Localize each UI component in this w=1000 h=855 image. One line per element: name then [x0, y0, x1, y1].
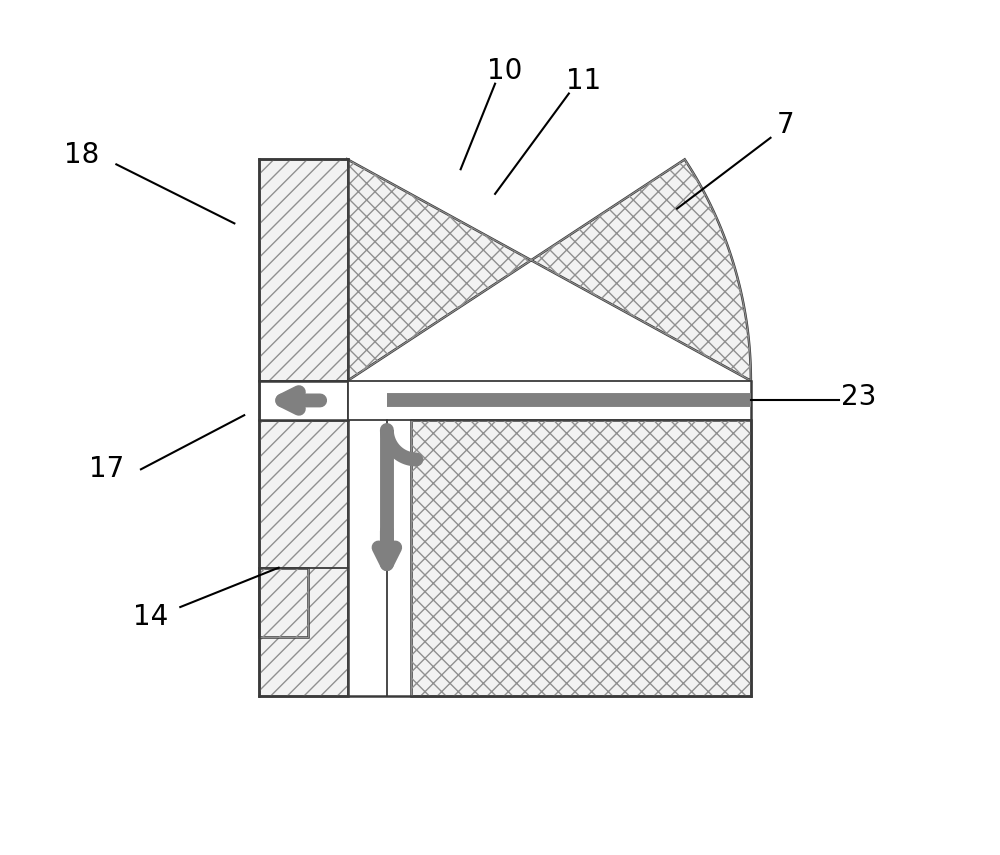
- Polygon shape: [259, 380, 348, 420]
- Polygon shape: [259, 159, 348, 380]
- Polygon shape: [259, 568, 308, 637]
- Text: 18: 18: [64, 140, 100, 168]
- Polygon shape: [348, 380, 751, 420]
- Polygon shape: [411, 420, 751, 696]
- Text: 10: 10: [487, 57, 523, 85]
- Text: 14: 14: [133, 603, 168, 631]
- Polygon shape: [259, 420, 348, 696]
- Text: 17: 17: [89, 456, 124, 483]
- Polygon shape: [348, 159, 751, 380]
- Text: 11: 11: [566, 67, 601, 95]
- Text: 7: 7: [776, 111, 794, 139]
- Text: 23: 23: [841, 384, 877, 411]
